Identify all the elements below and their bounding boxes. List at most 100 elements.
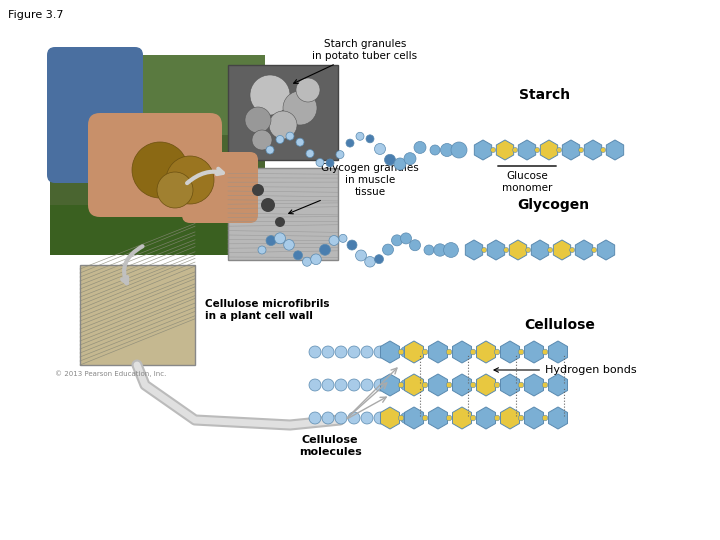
- Circle shape: [335, 412, 347, 424]
- Circle shape: [356, 132, 364, 140]
- Polygon shape: [549, 374, 567, 396]
- Polygon shape: [474, 140, 492, 160]
- Circle shape: [269, 111, 297, 139]
- Circle shape: [284, 240, 294, 250]
- Circle shape: [374, 379, 386, 391]
- Circle shape: [132, 142, 188, 198]
- Circle shape: [329, 235, 339, 245]
- Circle shape: [542, 382, 548, 388]
- Circle shape: [548, 247, 553, 253]
- Circle shape: [526, 247, 531, 253]
- Polygon shape: [405, 374, 423, 396]
- Circle shape: [414, 141, 426, 153]
- Polygon shape: [487, 240, 505, 260]
- Polygon shape: [575, 240, 593, 260]
- Circle shape: [276, 136, 284, 144]
- Polygon shape: [428, 341, 448, 363]
- Circle shape: [322, 412, 334, 424]
- Circle shape: [570, 247, 575, 253]
- Circle shape: [430, 145, 440, 155]
- Polygon shape: [380, 341, 400, 363]
- Circle shape: [470, 382, 476, 388]
- Circle shape: [490, 147, 495, 152]
- Text: Cellulose
molecules: Cellulose molecules: [299, 435, 361, 457]
- Text: Glycogen granules
in muscle
tissue: Glycogen granules in muscle tissue: [289, 164, 419, 214]
- Text: Hydrogen bonds: Hydrogen bonds: [494, 365, 636, 375]
- Circle shape: [579, 147, 584, 152]
- Circle shape: [446, 415, 452, 421]
- Circle shape: [400, 413, 412, 423]
- Text: © 2013 Pearson Education, Inc.: © 2013 Pearson Education, Inc.: [55, 370, 166, 377]
- Circle shape: [518, 382, 524, 388]
- Circle shape: [494, 415, 500, 421]
- Text: Starch: Starch: [519, 88, 570, 102]
- Circle shape: [410, 347, 421, 357]
- Polygon shape: [549, 341, 567, 363]
- Circle shape: [339, 234, 347, 242]
- Circle shape: [441, 144, 454, 157]
- FancyBboxPatch shape: [47, 47, 143, 183]
- Polygon shape: [452, 341, 472, 363]
- Polygon shape: [428, 407, 448, 429]
- Polygon shape: [477, 374, 495, 396]
- Circle shape: [296, 138, 304, 146]
- Text: Figure 3.7: Figure 3.7: [8, 10, 63, 20]
- Circle shape: [245, 107, 271, 133]
- Polygon shape: [477, 407, 495, 429]
- Polygon shape: [524, 407, 544, 429]
- Polygon shape: [598, 240, 615, 260]
- Circle shape: [394, 158, 406, 170]
- Circle shape: [302, 257, 312, 266]
- Circle shape: [410, 413, 421, 423]
- Circle shape: [326, 159, 334, 167]
- Polygon shape: [452, 374, 472, 396]
- Circle shape: [374, 144, 385, 154]
- Circle shape: [274, 233, 285, 244]
- Circle shape: [252, 130, 272, 150]
- Circle shape: [422, 349, 428, 355]
- Bar: [50, 205, 265, 255]
- Circle shape: [374, 412, 386, 424]
- Polygon shape: [585, 140, 602, 160]
- Text: Glucose
monomer: Glucose monomer: [502, 171, 552, 193]
- Polygon shape: [465, 240, 482, 260]
- Circle shape: [400, 380, 412, 390]
- Circle shape: [542, 349, 548, 355]
- Bar: [228, 65, 338, 160]
- Circle shape: [494, 349, 500, 355]
- Circle shape: [258, 246, 266, 254]
- Bar: [50, 55, 265, 135]
- Polygon shape: [496, 140, 513, 160]
- Circle shape: [535, 147, 539, 152]
- Circle shape: [347, 240, 357, 250]
- Circle shape: [400, 347, 412, 357]
- Circle shape: [296, 78, 320, 102]
- Circle shape: [503, 247, 508, 253]
- Circle shape: [356, 250, 366, 261]
- Circle shape: [518, 349, 524, 355]
- Polygon shape: [509, 240, 526, 260]
- Circle shape: [348, 412, 360, 424]
- Circle shape: [275, 217, 285, 227]
- Polygon shape: [524, 341, 544, 363]
- Circle shape: [266, 235, 276, 246]
- Circle shape: [294, 251, 302, 260]
- Polygon shape: [380, 407, 400, 429]
- Text: Cellulose microfibrils
in a plant cell wall: Cellulose microfibrils in a plant cell w…: [205, 299, 330, 321]
- Circle shape: [470, 349, 476, 355]
- Polygon shape: [518, 140, 536, 160]
- Polygon shape: [606, 140, 624, 160]
- Circle shape: [250, 75, 290, 115]
- Circle shape: [410, 380, 421, 390]
- Circle shape: [366, 135, 374, 143]
- Polygon shape: [562, 140, 580, 160]
- Circle shape: [518, 415, 524, 421]
- Circle shape: [387, 412, 399, 424]
- Circle shape: [335, 379, 347, 391]
- Circle shape: [451, 142, 467, 158]
- Bar: [228, 168, 338, 260]
- Text: Cellulose: Cellulose: [525, 318, 595, 332]
- Circle shape: [513, 147, 518, 152]
- Circle shape: [384, 154, 395, 165]
- Circle shape: [392, 235, 402, 246]
